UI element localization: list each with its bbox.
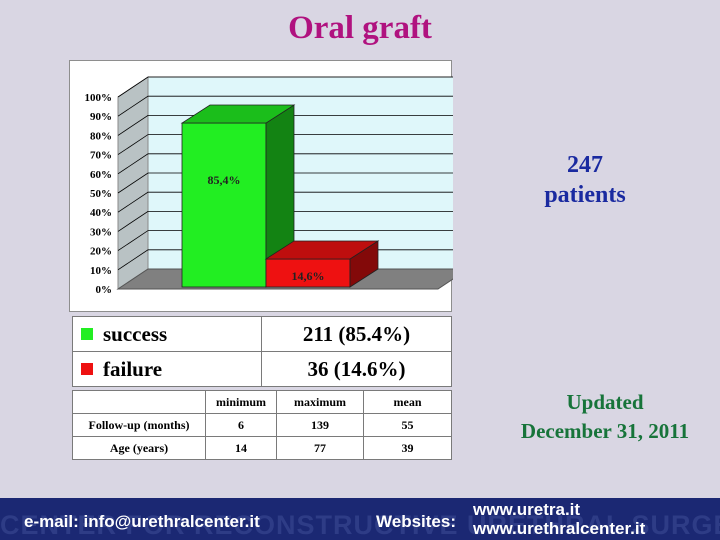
website-link-urethralcenter[interactable]: www.urethralcenter.it xyxy=(473,519,646,538)
gridline xyxy=(117,210,453,232)
cell-minimum: 6 xyxy=(205,413,277,437)
gridline xyxy=(117,134,453,155)
website-link-uretra[interactable]: www.uretra.it xyxy=(473,500,581,519)
bar-success-front xyxy=(181,122,267,288)
patients-info: 247 patients xyxy=(505,150,665,210)
bar-failure-top xyxy=(264,240,380,260)
patients-count: 247 xyxy=(567,152,603,178)
row-label: Age (years) xyxy=(72,436,206,460)
updated-date: December 31, 2011 xyxy=(520,419,690,443)
data-label: 85,4% xyxy=(208,173,241,187)
followup-table: minimum maximum mean Follow-up (months) … xyxy=(72,390,452,460)
failure-value: 36 (14.6%) xyxy=(261,351,452,387)
gridline xyxy=(117,172,453,194)
y-tick-label: 10% xyxy=(90,265,112,277)
gridline xyxy=(117,115,453,136)
footer-email[interactable]: e-mail: info@urethralcenter.it xyxy=(24,512,260,531)
footer-bar: CENTER FOR RECONSTRUCTIVE URETHRAL SURGE… xyxy=(0,498,720,540)
updated-label: Updated xyxy=(566,390,644,414)
header-cell: minimum xyxy=(205,390,277,414)
chart-svg: 0% 10% 20% 30% 40% 50% 60% 70% 80% 90% 100% 85,4% 14… xyxy=(85,76,453,296)
y-tick-label: 30% xyxy=(90,226,112,238)
failure-legend-square xyxy=(81,362,93,375)
cell-mean: 55 xyxy=(363,413,452,437)
y-tick-label: 90% xyxy=(90,111,112,123)
y-tick-label: 50% xyxy=(90,188,112,200)
success-label: success xyxy=(103,321,168,346)
header-cell: maximum xyxy=(276,390,364,414)
table-row: Follow-up (months) 6 139 55 xyxy=(72,413,452,437)
y-tick-label: 80% xyxy=(90,130,112,142)
patients-label: patients xyxy=(544,182,626,208)
bar-failure-front xyxy=(265,258,351,288)
gridline xyxy=(117,95,453,117)
page-title: Oral graft xyxy=(288,10,432,46)
outcome-label: success xyxy=(72,316,262,352)
cell-maximum: 77 xyxy=(276,436,364,460)
row-label: Follow-up (months) xyxy=(72,413,206,437)
cell-minimum: 14 xyxy=(205,436,277,460)
gridline xyxy=(117,191,453,213)
y-tick-label: 70% xyxy=(90,150,112,162)
table-row: success 211 (85.4%) xyxy=(72,316,452,352)
footer-watermark: CENTER FOR RECONSTRUCTIVE URETHRAL SURGE… xyxy=(0,510,720,540)
outcome-table: success 211 (85.4%) failure 36 (14.6%) xyxy=(72,316,452,387)
header-cell xyxy=(72,390,206,414)
footer-links: www.uretra.it www.urethralcenter.it xyxy=(473,500,645,538)
failure-label: failure xyxy=(103,356,163,381)
cell-mean: 39 xyxy=(363,436,452,460)
y-tick-label: 20% xyxy=(90,246,112,258)
gridline xyxy=(117,76,453,98)
cell-maximum: 139 xyxy=(276,413,364,437)
table-row: failure 36 (14.6%) xyxy=(72,351,452,387)
data-label: 14,6% xyxy=(292,269,325,283)
gridline xyxy=(117,230,453,251)
header-cell: mean xyxy=(363,390,452,414)
y-tick-label: 40% xyxy=(90,207,112,219)
table-row: Age (years) 14 77 39 xyxy=(72,436,452,460)
success-legend-square xyxy=(81,327,93,340)
footer-websites-label: Websites: xyxy=(376,512,456,531)
bar-chart: 0% 10% 20% 30% 40% 50% 60% 70% 80% 90% 100% 85,4% 14… xyxy=(69,60,453,312)
y-tick-label: 100% xyxy=(85,92,113,104)
bar-success-top xyxy=(180,104,296,124)
gridline xyxy=(117,153,453,175)
table-header-row: minimum maximum mean xyxy=(72,390,452,414)
outcome-label: failure xyxy=(72,351,262,387)
success-value: 211 (85.4%) xyxy=(261,316,452,352)
y-tick-label: 60% xyxy=(90,169,112,181)
y-tick-label: 0% xyxy=(96,284,113,296)
updated-info: Updated December 31, 2011 xyxy=(490,388,720,446)
